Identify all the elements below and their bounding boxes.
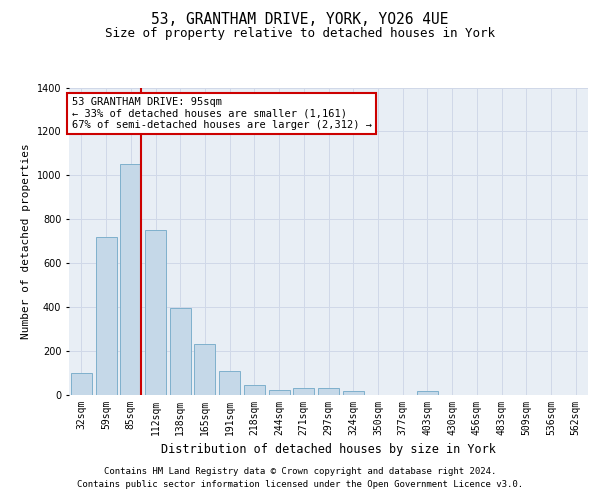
Bar [194,344,215,395]
Bar [293,388,314,395]
Bar [318,388,339,395]
Bar [145,230,166,395]
Text: 53 GRANTHAM DRIVE: 95sqm
← 33% of detached houses are smaller (1,161)
67% of sem: 53 GRANTHAM DRIVE: 95sqm ← 33% of detach… [71,96,371,130]
Bar [170,308,191,395]
Text: Contains HM Land Registry data © Crown copyright and database right 2024.: Contains HM Land Registry data © Crown c… [104,467,496,476]
Bar [269,390,290,395]
Bar [95,237,116,395]
Y-axis label: Number of detached properties: Number of detached properties [21,144,31,339]
Text: Distribution of detached houses by size in York: Distribution of detached houses by size … [161,442,496,456]
Bar [343,390,364,395]
Bar [219,371,240,395]
Bar [417,390,438,395]
Text: Contains public sector information licensed under the Open Government Licence v3: Contains public sector information licen… [77,480,523,489]
Text: 53, GRANTHAM DRIVE, YORK, YO26 4UE: 53, GRANTHAM DRIVE, YORK, YO26 4UE [151,12,449,28]
Bar [120,164,141,395]
Text: Size of property relative to detached houses in York: Size of property relative to detached ho… [105,28,495,40]
Bar [244,385,265,395]
Bar [71,373,92,395]
